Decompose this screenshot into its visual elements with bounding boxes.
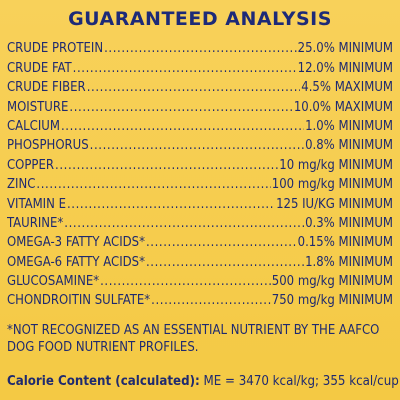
analysis-row: OMEGA-6 FATTY ACIDS* 1.8% MINIMUM <box>7 251 393 271</box>
analysis-row: ZINC 100 mg/kg MINIMUM <box>7 174 393 193</box>
row-label: PHOSPHORUS <box>7 138 89 154</box>
dot-leader <box>104 41 297 57</box>
row-value: 125 IU/KG MINIMUM <box>276 196 393 212</box>
dot-leader <box>69 100 292 116</box>
dot-leader <box>67 197 275 213</box>
row-label: TAURINE* <box>7 215 64 231</box>
row-label: ZINC <box>7 177 36 193</box>
analysis-row: CRUDE FAT 12.0% MINIMUM <box>7 57 393 77</box>
row-label: GLUCOSAMINE* <box>7 274 100 290</box>
row-value: 0.3% MINIMUM <box>305 215 393 231</box>
analysis-row: PHOSPHORUS 0.8% MINIMUM <box>7 135 393 154</box>
analysis-row: CRUDE FIBER 4.5% MAXIMUM <box>7 77 393 96</box>
row-value: 100 mg/kg MINIMUM <box>271 177 393 193</box>
dot-leader <box>64 216 304 232</box>
dot-leader <box>73 61 297 77</box>
row-label: OMEGA-3 FATTY ACIDS* <box>7 235 145 251</box>
row-value: 10 mg/kg MINIMUM <box>279 157 393 173</box>
panel-title: GUARANTEED ANALYSIS <box>68 8 332 30</box>
row-label: CALCIUM <box>7 118 60 134</box>
calorie-label: Calorie Content (calculated): <box>7 374 200 389</box>
row-value: 500 mg/kg MINIMUM <box>271 274 393 290</box>
row-value: 750 mg/kg MINIMUM <box>271 293 393 309</box>
dot-leader <box>61 119 304 135</box>
dot-leader <box>100 274 271 290</box>
analysis-row: CRUDE PROTEIN 25.0% MINIMUM <box>7 38 393 57</box>
row-label: VITAMIN E <box>7 196 66 212</box>
row-value: 25.0% MINIMUM <box>297 41 393 57</box>
analysis-row: OMEGA-3 FATTY ACIDS* 0.15% MINIMUM <box>7 232 393 251</box>
row-value: 0.8% MINIMUM <box>305 138 393 154</box>
calorie-value: ME = 3470 kcal/kg; 355 kcal/cup <box>199 374 399 389</box>
analysis-row: VITAMIN E 125 IU/KG MINIMUM <box>7 193 393 213</box>
row-label: CRUDE FAT <box>7 60 72 76</box>
footnote: *NOT RECOGNIZED AS AN ESSENTIAL NUTRIENT… <box>7 323 380 355</box>
dot-leader <box>151 293 271 309</box>
row-label: MOISTURE <box>7 99 69 115</box>
analysis-row: CALCIUM 1.0% MINIMUM <box>7 116 393 135</box>
dot-leader <box>90 138 304 154</box>
dot-leader <box>55 158 278 174</box>
row-value: 4.5% MAXIMUM <box>301 80 393 96</box>
row-label: COPPER <box>7 157 54 173</box>
dot-leader <box>87 80 301 96</box>
analysis-table: CRUDE PROTEIN 25.0% MINIMUM CRUDE FAT 12… <box>7 38 393 309</box>
analysis-row: MOISTURE 10.0% MAXIMUM <box>7 96 393 116</box>
row-label: CHONDROITIN SULFATE* <box>7 293 151 309</box>
row-label: CRUDE PROTEIN <box>7 41 104 57</box>
calorie-content: Calorie Content (calculated): ME = 3470 … <box>7 374 399 389</box>
analysis-row: TAURINE* 0.3% MINIMUM <box>7 213 393 232</box>
row-value: 10.0% MAXIMUM <box>293 99 393 115</box>
analysis-row: GLUCOSAMINE* 500 mg/kg MINIMUM <box>7 271 393 290</box>
row-value: 1.0% MINIMUM <box>305 118 393 134</box>
dot-leader <box>146 235 297 251</box>
row-value: 12.0% MINIMUM <box>297 60 393 76</box>
analysis-row: CHONDROITIN SULFATE* 750 mg/kg MINIMUM <box>7 290 393 309</box>
dot-leader <box>36 177 270 193</box>
row-label: CRUDE FIBER <box>7 80 86 96</box>
analysis-row: COPPER 10 mg/kg MINIMUM <box>7 154 393 174</box>
dot-leader <box>146 255 304 271</box>
row-label: OMEGA-6 FATTY ACIDS* <box>7 254 145 270</box>
row-value: 1.8% MINIMUM <box>305 254 393 270</box>
row-value: 0.15% MINIMUM <box>297 235 393 251</box>
